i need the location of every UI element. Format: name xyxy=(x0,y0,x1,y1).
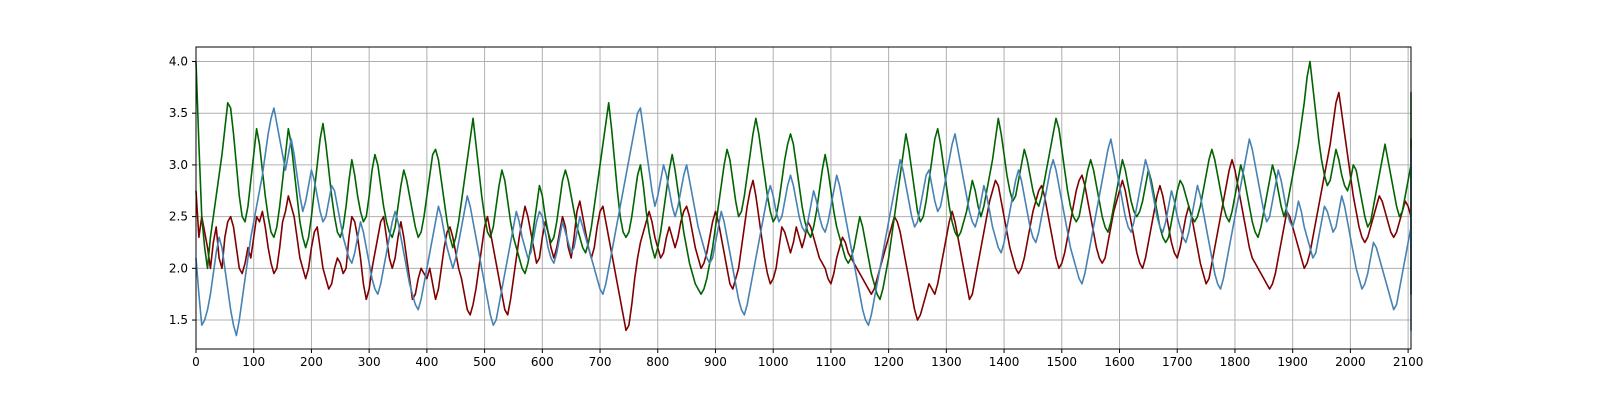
x-tick-label: 900 xyxy=(704,355,727,369)
x-tick-label: 1300 xyxy=(931,355,962,369)
y-tick-label: 2.5 xyxy=(169,210,188,224)
y-tick-label: 1.5 xyxy=(169,313,188,327)
series-line-3 xyxy=(195,107,1412,337)
x-tick-label: 600 xyxy=(531,355,554,369)
x-tick-label: 1800 xyxy=(1220,355,1251,369)
x-tick-label: 1400 xyxy=(989,355,1020,369)
plot-area-frame xyxy=(195,46,1412,350)
y-axis: 1.5 2.0 2.5 3.0 3.5 4.0 xyxy=(169,54,196,327)
x-tick-label: 300 xyxy=(358,355,381,369)
series-group xyxy=(195,60,1412,337)
x-tick-label: 200 xyxy=(300,355,323,369)
x-tick-label: 1100 xyxy=(816,355,847,369)
x-tick-label: 1900 xyxy=(1277,355,1308,369)
x-tick-label: 400 xyxy=(415,355,438,369)
y-tick-label: 4.0 xyxy=(169,54,188,68)
x-tick-label: 1200 xyxy=(873,355,904,369)
x-tick-label: 100 xyxy=(242,355,265,369)
x-tick-label: 1700 xyxy=(1162,355,1193,369)
y-tick-label: 2.0 xyxy=(169,261,188,275)
x-tick-label: 1500 xyxy=(1047,355,1078,369)
x-tick-label: 2100 xyxy=(1393,355,1424,369)
x-axis: 0 100 200 300 400 500 600 700 800 900 1000 1100 1200… xyxy=(192,349,1423,369)
x-tick-label: 800 xyxy=(646,355,669,369)
x-tick-label: 500 xyxy=(473,355,496,369)
x-tick-label: 0 xyxy=(192,355,200,369)
x-tick-label: 700 xyxy=(589,355,612,369)
y-tick-label: 3.0 xyxy=(169,158,188,172)
y-tick-label: 3.5 xyxy=(169,106,188,120)
series-line-2 xyxy=(195,60,1412,301)
grid xyxy=(195,47,1411,349)
x-tick-label: 1600 xyxy=(1104,355,1135,369)
x-tick-label: 2000 xyxy=(1335,355,1366,369)
x-tick-label: 1000 xyxy=(758,355,789,369)
